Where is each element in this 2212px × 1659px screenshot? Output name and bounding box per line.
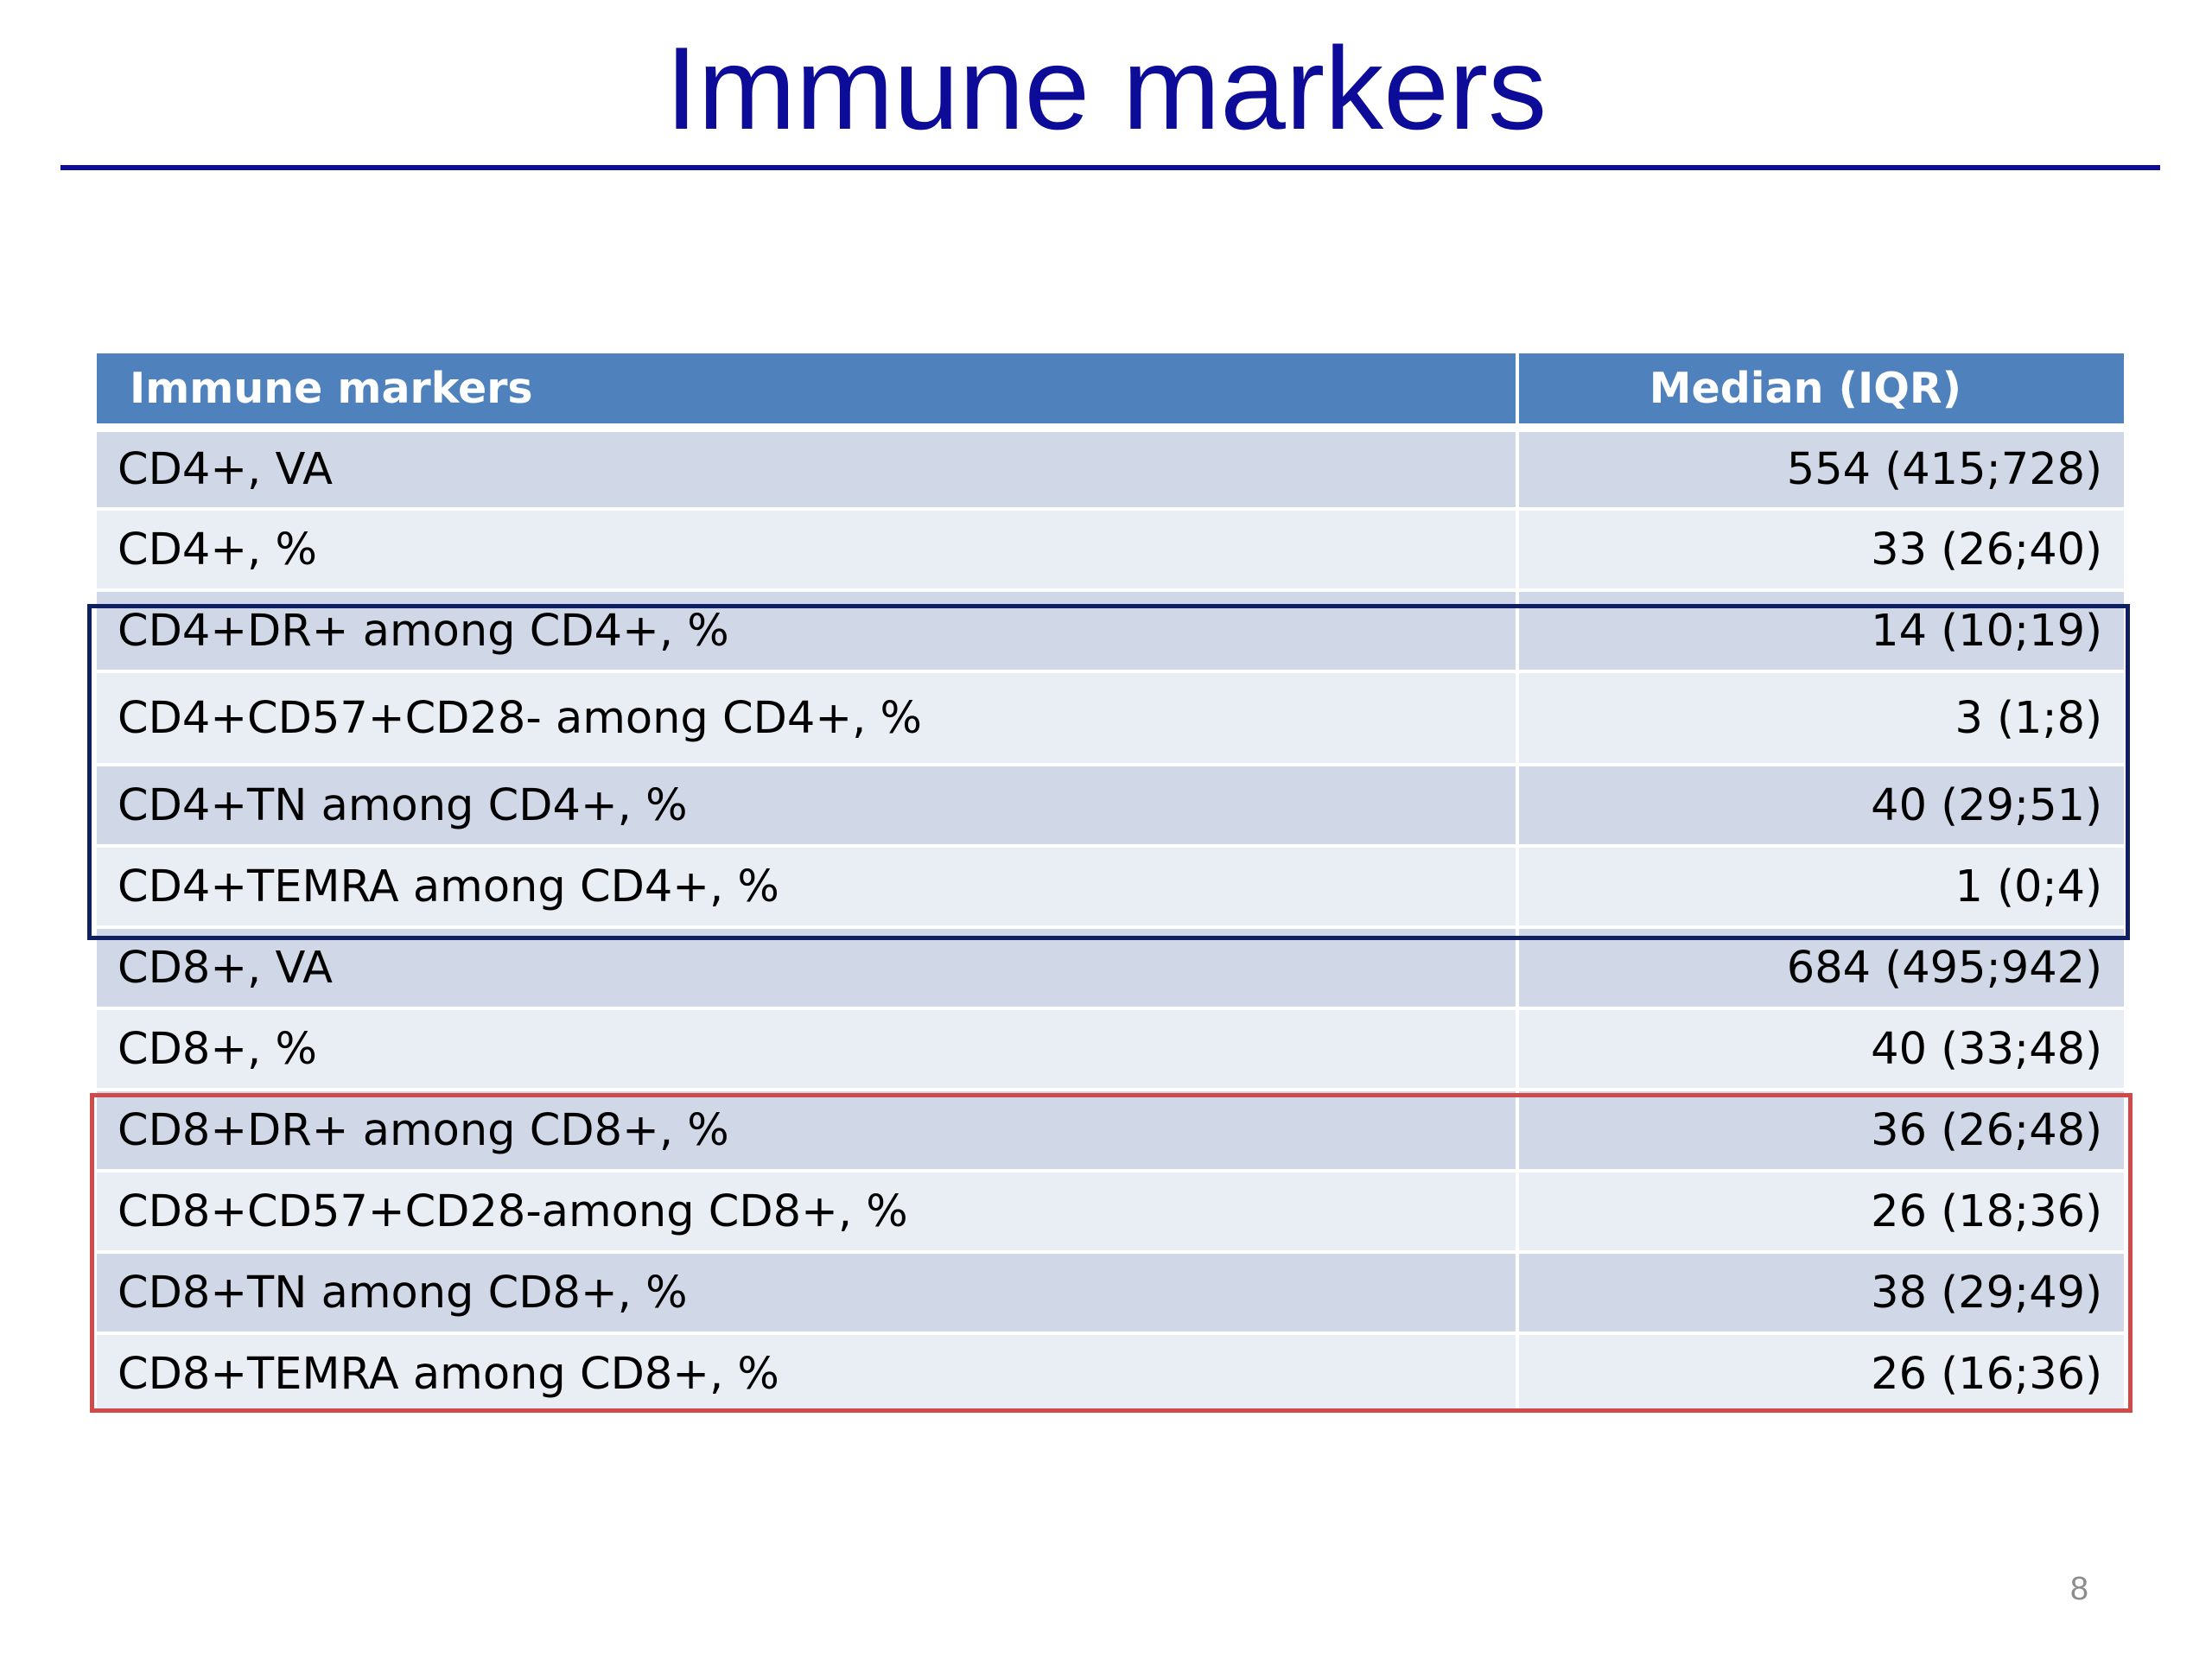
table-row: CD4+CD57+CD28- among CD4+, % 3 (1;8) [97, 671, 2124, 766]
marker-cell: CD8+, VA [97, 927, 1517, 1010]
median-cell: 36 (26;48) [1516, 1090, 2124, 1173]
median-cell: 38 (29;49) [1516, 1252, 2124, 1335]
title-underline [60, 165, 2160, 170]
page-number: 8 [2069, 1571, 2088, 1607]
table-row: CD4+TEMRA among CD4+, % 1 (0;4) [97, 846, 2124, 929]
marker-cell: CD4+TN among CD4+, % [97, 765, 1517, 848]
slide-title: Immune markers [664, 22, 1548, 154]
median-cell: 554 (415;728) [1516, 428, 2124, 511]
table-row: CD8+TN among CD8+, % 38 (29;49) [97, 1252, 2124, 1335]
header-immune-markers: Immune markers [97, 353, 1517, 432]
immune-markers-table: Immune markers Median (IQR) CD4+, VA 554… [97, 353, 2124, 1416]
table-row: CD4+TN among CD4+, % 40 (29;51) [97, 765, 2124, 848]
marker-cell: CD4+, % [97, 509, 1517, 592]
table-header-row: Immune markers Median (IQR) [97, 353, 2124, 432]
marker-cell: CD4+DR+ among CD4+, % [97, 590, 1517, 673]
table-row: CD4+DR+ among CD4+, % 14 (10;19) [97, 590, 2124, 673]
median-cell: 40 (29;51) [1516, 765, 2124, 848]
table-row: CD8+, VA 684 (495;942) [97, 927, 2124, 1010]
marker-cell: CD4+CD57+CD28- among CD4+, % [97, 671, 1517, 766]
immune-markers-table-wrap: Immune markers Median (IQR) CD4+, VA 554… [97, 353, 2124, 1416]
median-cell: 3 (1;8) [1516, 671, 2124, 766]
median-cell: 40 (33;48) [1516, 1008, 2124, 1091]
table-row: CD8+, % 40 (33;48) [97, 1008, 2124, 1091]
median-cell: 33 (26;40) [1516, 509, 2124, 592]
median-cell: 26 (16;36) [1516, 1333, 2124, 1416]
median-cell: 14 (10;19) [1516, 590, 2124, 673]
header-median-iqr: Median (IQR) [1516, 353, 2124, 432]
median-cell: 684 (495;942) [1516, 927, 2124, 1010]
median-cell: 26 (18;36) [1516, 1171, 2124, 1254]
table-row: CD8+TEMRA among CD8+, % 26 (16;36) [97, 1333, 2124, 1416]
marker-cell: CD4+, VA [97, 428, 1517, 511]
marker-cell: CD8+, % [97, 1008, 1517, 1091]
marker-cell: CD8+DR+ among CD8+, % [97, 1090, 1517, 1173]
table-row: CD8+DR+ among CD8+, % 36 (26;48) [97, 1090, 2124, 1173]
marker-cell: CD8+TN among CD8+, % [97, 1252, 1517, 1335]
table-row: CD8+CD57+CD28-among CD8+, % 26 (18;36) [97, 1171, 2124, 1254]
marker-cell: CD8+CD57+CD28-among CD8+, % [97, 1171, 1517, 1254]
table-row: CD4+, VA 554 (415;728) [97, 428, 2124, 511]
table-row: CD4+, % 33 (26;40) [97, 509, 2124, 592]
marker-cell: CD8+TEMRA among CD8+, % [97, 1333, 1517, 1416]
median-cell: 1 (0;4) [1516, 846, 2124, 929]
marker-cell: CD4+TEMRA among CD4+, % [97, 846, 1517, 929]
